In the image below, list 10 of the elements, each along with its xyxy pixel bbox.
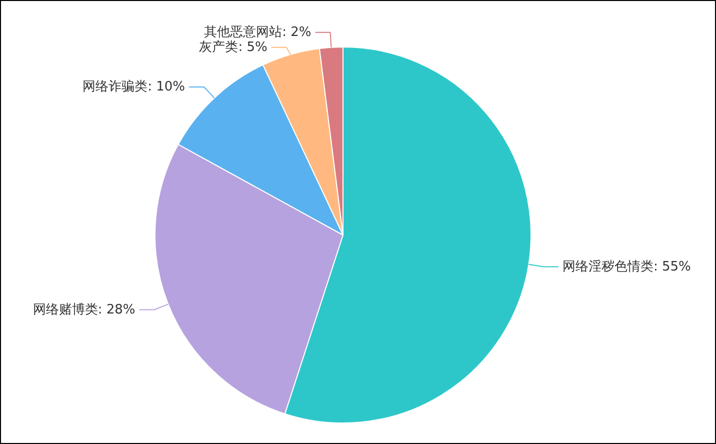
data-label: : 5% <box>238 40 268 55</box>
data-label: : 55% <box>654 259 691 274</box>
slice-label: 网络淫秽色情类 <box>562 259 654 274</box>
data-label: : 2% <box>282 24 312 40</box>
slice-label: 网络赌博类 <box>32 302 98 318</box>
data-label: : 10% <box>148 80 186 95</box>
slice-label: 网络诈骗类 <box>82 80 148 95</box>
slice-label: 其他恶意网站 <box>204 24 282 40</box>
data-label: : 28% <box>98 302 136 318</box>
slice-label: 灰产类 <box>199 40 238 55</box>
